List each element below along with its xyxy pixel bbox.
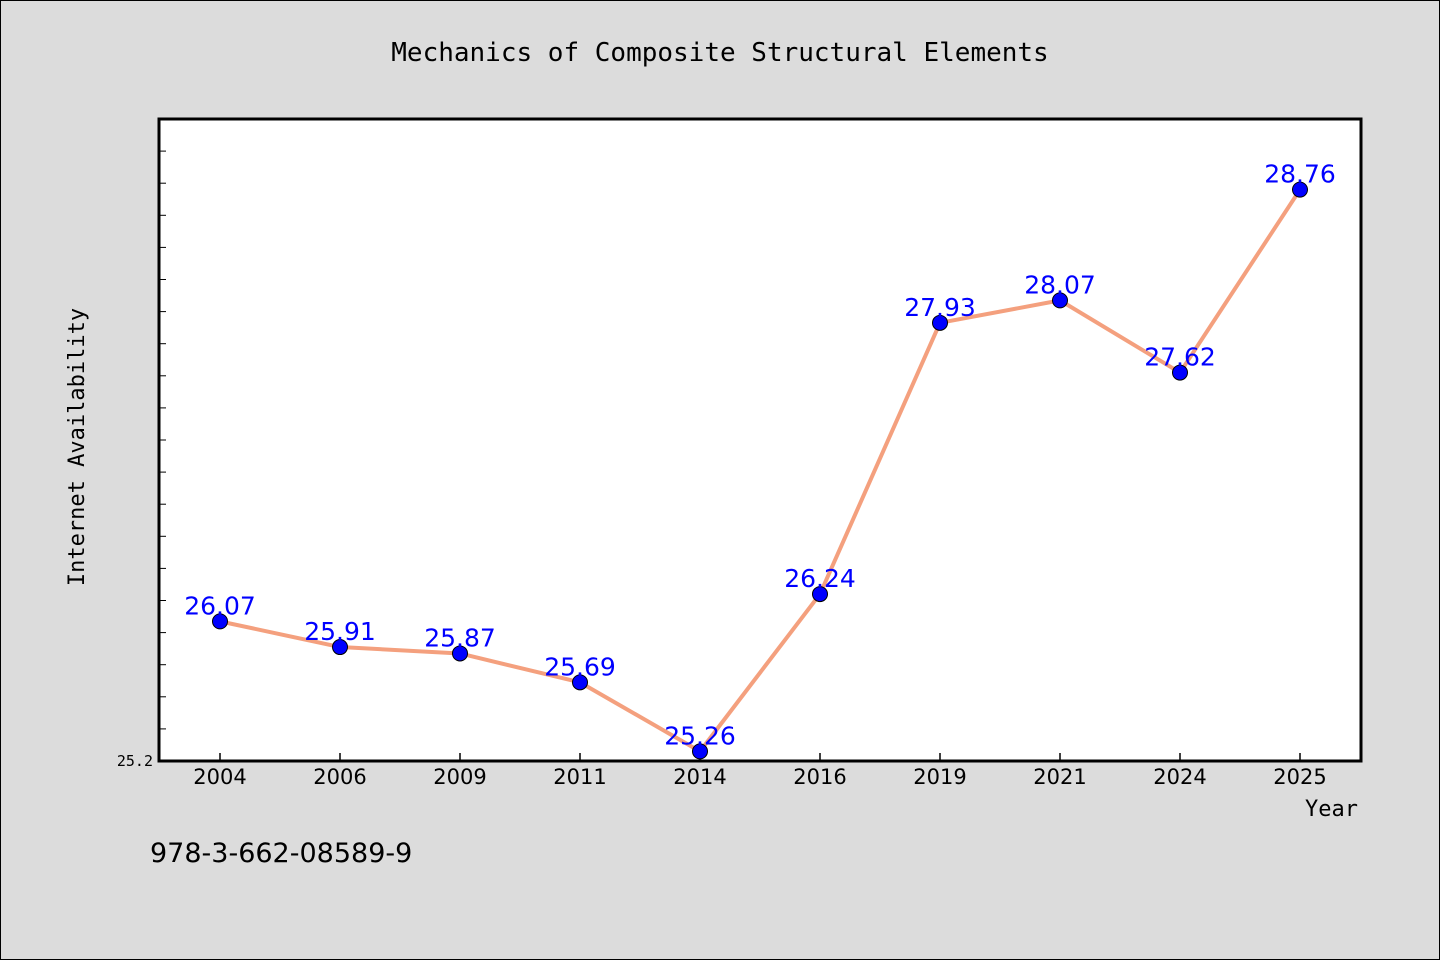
- data-point: [452, 645, 468, 662]
- data-point: [1292, 181, 1308, 198]
- x-tick-label: 2024: [1153, 765, 1206, 789]
- data-point: [1052, 292, 1068, 309]
- data-label: 27.62: [1144, 343, 1216, 372]
- x-tick-label: 2025: [1273, 765, 1326, 789]
- data-point: [1172, 364, 1188, 381]
- data-label: 26.24: [784, 564, 856, 593]
- x-tick-label: 2021: [1033, 765, 1086, 789]
- x-axis-ticks: 2004 2006 2009 2011 2014 2016 2019 2021 2024 2025: [193, 753, 1327, 789]
- y-axis-label: Internet Availability: [65, 308, 90, 586]
- data-label: 25.91: [304, 617, 376, 646]
- data-label: 25.87: [424, 623, 496, 652]
- x-axis-label: Year: [1305, 797, 1358, 822]
- data-point: [692, 743, 708, 760]
- plot-border: [157, 117, 1363, 763]
- plot-area: [159, 119, 1361, 761]
- data-point: [812, 586, 828, 603]
- x-tick-label: 2004: [193, 765, 246, 789]
- x-tick-label: 2006: [313, 765, 366, 789]
- data-point: [932, 314, 948, 331]
- series-line: [218, 187, 1302, 754]
- data-label: 28.07: [1024, 270, 1096, 299]
- data-label: 26.07: [184, 591, 256, 620]
- x-tick-label: 2014: [673, 765, 726, 789]
- data-label: 28.76: [1264, 160, 1336, 189]
- series-line-group: [218, 187, 1302, 754]
- x-tick-label: 2009: [433, 765, 486, 789]
- data-labels: 26.07 25.91 25.87 25.69 25.26 26.24 27.93 28.07…: [184, 160, 1336, 751]
- data-label: 25.26: [664, 721, 736, 750]
- x-tick-label: 2019: [913, 765, 966, 789]
- data-label: 25.69: [544, 652, 616, 681]
- isbn-caption: 978-3-662-08589-9: [150, 838, 412, 869]
- data-point: [212, 613, 228, 630]
- data-points: [212, 181, 1308, 760]
- data-point: [572, 674, 588, 691]
- y-tick-label: 25.2: [117, 752, 153, 770]
- data-label: 27.93: [904, 293, 976, 322]
- x-tick-label: 2016: [793, 765, 846, 789]
- data-point: [332, 639, 348, 656]
- chart-title: Mechanics of Composite Structural Elemen…: [391, 38, 1048, 68]
- x-tick-label: 2011: [553, 765, 606, 789]
